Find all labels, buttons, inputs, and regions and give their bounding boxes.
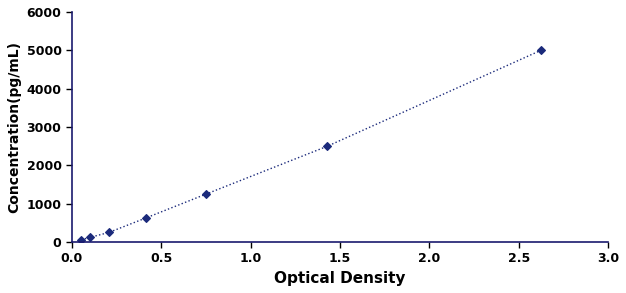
X-axis label: Optical Density: Optical Density xyxy=(274,271,406,286)
Y-axis label: Concentration(pg/mL): Concentration(pg/mL) xyxy=(7,41,21,213)
